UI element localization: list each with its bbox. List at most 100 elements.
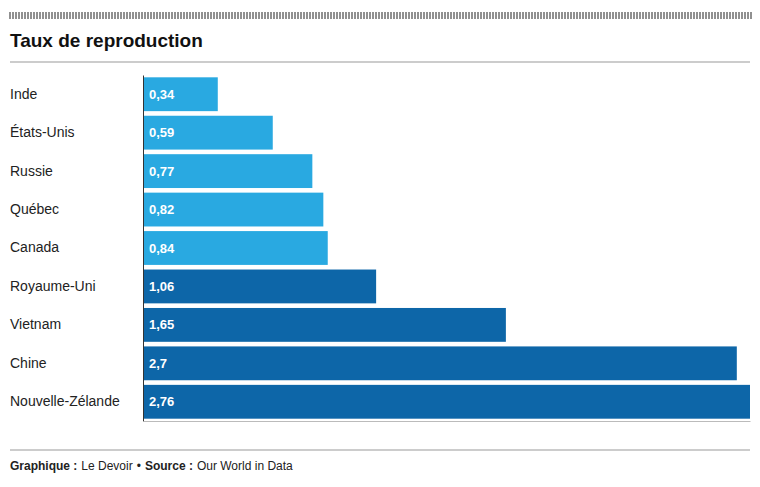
border-hatch — [280, 12, 281, 19]
border-hatch — [634, 12, 635, 19]
border-hatch — [337, 12, 338, 19]
border-hatch — [388, 12, 389, 19]
border-hatch — [259, 12, 260, 19]
border-hatch — [94, 12, 95, 19]
border-hatch — [73, 12, 74, 19]
border-hatch — [529, 12, 530, 19]
border-hatch — [493, 12, 494, 19]
y-tick: Nouvelle-Zélande — [10, 393, 143, 409]
border-hatch — [385, 12, 386, 19]
border-hatch — [13, 12, 14, 19]
border-hatch — [373, 12, 374, 19]
y-tick-label: Canada — [10, 239, 59, 255]
border-hatch — [685, 12, 686, 19]
data-label: 0,59 — [149, 125, 174, 140]
border-hatch — [463, 12, 464, 19]
border-hatch — [352, 12, 353, 19]
border-hatch — [118, 12, 119, 19]
border-hatch — [466, 12, 467, 19]
border-hatch — [670, 12, 671, 19]
footer-text: Le Devoir — [81, 459, 132, 473]
border-hatch — [427, 12, 428, 19]
border-hatch — [160, 12, 161, 19]
border-hatch — [277, 12, 278, 19]
border-hatch — [124, 12, 125, 19]
border-hatch — [325, 12, 326, 19]
y-tick: Vietnam — [10, 316, 143, 332]
border-hatch — [706, 12, 707, 19]
border-hatch — [355, 12, 356, 19]
bar — [143, 154, 312, 188]
border-hatch — [517, 12, 518, 19]
border-hatch — [712, 12, 713, 19]
border-hatch — [601, 12, 602, 19]
footer-text: Graphique : — [10, 459, 77, 473]
border-hatch — [220, 12, 221, 19]
border-hatch — [652, 12, 653, 19]
border-hatch — [172, 12, 173, 19]
data-labels: 0,340,590,770,820,841,061,652,72,76 — [149, 87, 175, 410]
y-tick: Inde — [10, 86, 143, 102]
border-hatch — [610, 12, 611, 19]
chart: Taux de reproduction0,340,590,770,820,84… — [0, 0, 760, 487]
border-hatch — [181, 12, 182, 19]
bar — [143, 346, 737, 380]
border-hatch — [454, 12, 455, 19]
border-hatch — [97, 12, 98, 19]
border-hatch — [430, 12, 431, 19]
y-axis: IndeÉtats-UnisRussieQuébecCanadaRoyaume-… — [10, 76, 144, 422]
border-hatch — [229, 12, 230, 19]
border-hatch — [223, 12, 224, 19]
x-axis-line — [144, 421, 751, 422]
y-tick: Royaume-Uni — [10, 278, 143, 294]
border-hatch — [475, 12, 476, 19]
border-hatch — [751, 12, 752, 19]
border-hatch — [703, 12, 704, 19]
y-tick: Québec — [10, 201, 143, 217]
border-hatch — [343, 12, 344, 19]
border-hatch — [154, 12, 155, 19]
border-hatch — [244, 12, 245, 19]
border-hatch — [184, 12, 185, 19]
border-hatch — [682, 12, 683, 19]
border-hatch — [334, 12, 335, 19]
border-hatch — [733, 12, 734, 19]
border-hatch — [406, 12, 407, 19]
border-hatch — [265, 12, 266, 19]
border-hatch — [208, 12, 209, 19]
border-hatch — [535, 12, 536, 19]
border-hatch — [439, 12, 440, 19]
border-hatch — [637, 12, 638, 19]
border-hatch — [688, 12, 689, 19]
border-hatch — [559, 12, 560, 19]
border-hatch — [310, 12, 311, 19]
border-hatch — [376, 12, 377, 19]
border-hatch — [262, 12, 263, 19]
border-hatch — [412, 12, 413, 19]
border-hatch — [583, 12, 584, 19]
border-hatch — [568, 12, 569, 19]
border-hatch — [580, 12, 581, 19]
border-hatch — [421, 12, 422, 19]
border-hatch — [667, 12, 668, 19]
border-hatch — [691, 12, 692, 19]
border-hatch — [613, 12, 614, 19]
border-hatch — [574, 12, 575, 19]
border-hatch — [544, 12, 545, 19]
border-hatch — [55, 12, 56, 19]
border-hatch — [295, 12, 296, 19]
border-hatch — [577, 12, 578, 19]
border-hatch — [241, 12, 242, 19]
border-hatch — [319, 12, 320, 19]
border-hatch — [214, 12, 215, 19]
border-hatch — [718, 12, 719, 19]
y-tick: Canada — [10, 239, 143, 255]
border-hatch — [547, 12, 548, 19]
border-hatch — [247, 12, 248, 19]
border-hatch — [367, 12, 368, 19]
border-hatch — [25, 12, 26, 19]
border-hatch — [520, 12, 521, 19]
y-tick-label: Québec — [10, 201, 59, 217]
border-hatch — [127, 12, 128, 19]
border-hatch — [649, 12, 650, 19]
